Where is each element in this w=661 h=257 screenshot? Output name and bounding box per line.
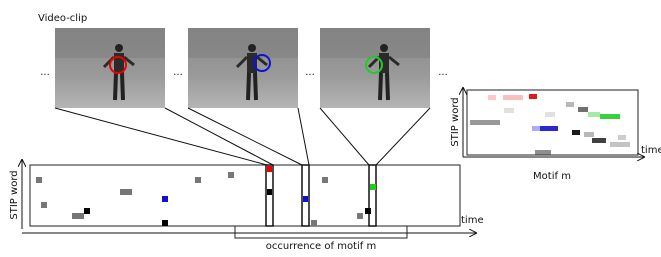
- stip-word: [41, 202, 47, 208]
- motif-cell: [545, 112, 555, 117]
- projection-line: [376, 108, 430, 165]
- motif-cell: [566, 102, 574, 107]
- horizon: [55, 28, 165, 58]
- stip-word: [357, 213, 363, 219]
- motif-cell: [470, 120, 500, 125]
- stip-word: [120, 189, 132, 195]
- video-label: Video-clip: [38, 13, 87, 24]
- motif-cell: [588, 112, 600, 117]
- x-axis-label: time: [461, 215, 484, 226]
- motif-cell: [488, 95, 496, 100]
- motif-cell: [503, 95, 523, 100]
- projection-line: [188, 108, 302, 165]
- stip-word: [365, 208, 371, 214]
- figure: Video-clip ............ STIP word time o…: [0, 0, 661, 253]
- stip-word: [267, 189, 272, 195]
- bracket-label: occurrence of motif m: [266, 241, 376, 252]
- person-body: [247, 53, 257, 73]
- stip-word: [162, 220, 168, 226]
- stip-word: [267, 166, 272, 172]
- motif-cell: [504, 108, 514, 113]
- motif-cell: [535, 150, 551, 155]
- projection-line: [298, 108, 309, 165]
- stip-word: [322, 177, 328, 183]
- person-head: [380, 44, 388, 52]
- timeline-box: [30, 165, 460, 226]
- person-body: [114, 53, 124, 73]
- stip-word: [228, 172, 234, 178]
- stip-word: [36, 177, 42, 183]
- stip-word: [303, 196, 308, 202]
- motif-x-label: time: [641, 145, 661, 156]
- motif-cell: [532, 126, 540, 131]
- motif-cell: [584, 132, 594, 137]
- motif-cell: [618, 135, 626, 140]
- motif-panel: STIP word time Motif m: [450, 88, 661, 182]
- horizon: [320, 28, 430, 58]
- horizon: [188, 28, 298, 58]
- ellipsis: ...: [305, 67, 315, 78]
- y-axis-label: STIP word: [9, 170, 20, 219]
- timeline: STIP word time occurrence of motif m: [9, 160, 484, 252]
- motif-title: Motif m: [533, 171, 571, 182]
- projection-line: [320, 108, 369, 165]
- stip-word: [162, 196, 168, 202]
- stip-word: [311, 220, 317, 226]
- video-frames: ............: [40, 28, 448, 165]
- motif-cell: [592, 138, 606, 143]
- motif-cell: [529, 94, 537, 99]
- motif-cell: [600, 114, 620, 119]
- stip-word: [72, 213, 84, 219]
- motif-y-label: STIP word: [450, 97, 461, 146]
- motif-cell: [572, 130, 580, 135]
- motif-cell: [540, 126, 558, 131]
- person-head: [115, 44, 123, 52]
- stip-word: [370, 184, 376, 190]
- ellipsis: ...: [40, 67, 50, 78]
- ellipsis: ...: [173, 67, 183, 78]
- stip-word: [195, 177, 201, 183]
- stip-word: [84, 208, 90, 214]
- ellipsis: ...: [438, 67, 448, 78]
- projection-line: [55, 108, 267, 165]
- bracket: [235, 226, 407, 238]
- person-head: [248, 44, 256, 52]
- motif-cell: [578, 107, 588, 112]
- motif-cell: [610, 142, 630, 147]
- projection-line: [165, 108, 273, 165]
